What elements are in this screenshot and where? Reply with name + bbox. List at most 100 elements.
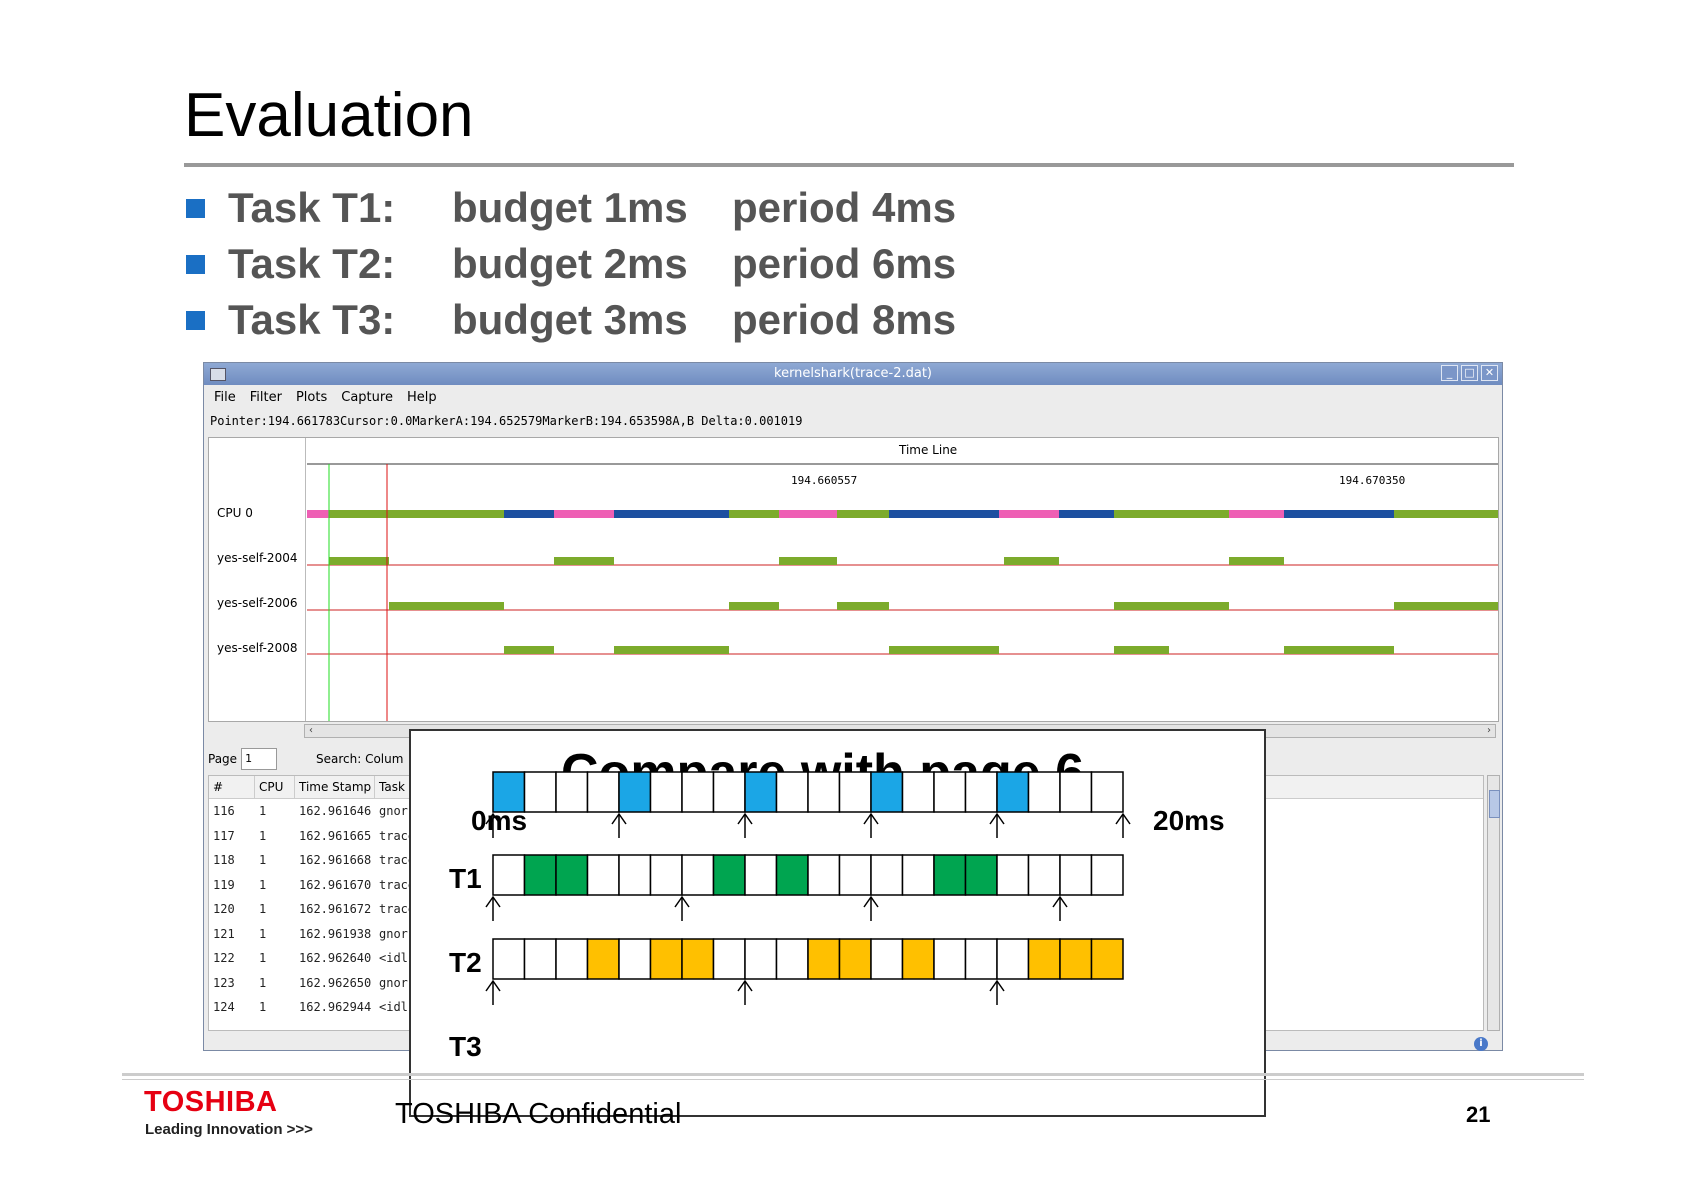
task-run-bar	[614, 646, 729, 654]
plot-row-label: CPU 0	[217, 506, 253, 520]
maximize-icon[interactable]: □	[1461, 365, 1478, 381]
schedule-cell	[933, 938, 967, 980]
table-row[interactable]: 124 1 162.962944 <idl	[209, 995, 1483, 1020]
schedule-cell	[964, 771, 998, 813]
cpu-trace-segment	[329, 510, 389, 518]
schedule-cell	[744, 938, 778, 980]
cpu-trace-segment	[1114, 510, 1229, 518]
schedule-cell	[586, 854, 620, 896]
schedule-cell	[1059, 771, 1093, 813]
scroll-right-icon[interactable]: ›	[1487, 725, 1491, 736]
schedule-cell	[901, 854, 935, 896]
table-cell: gnor	[379, 975, 408, 990]
table-row[interactable]: 121 1 162.961938 gnor	[209, 922, 1483, 947]
confidential-label: TOSHIBA Confidential	[395, 1098, 682, 1130]
task-run-bar	[1004, 557, 1059, 565]
trace-graph[interactable]: Time Line 194.660557 194.670350	[209, 438, 1498, 721]
schedule-cell	[681, 938, 715, 980]
release-arrowhead-icon	[1052, 895, 1068, 908]
bullet-square-icon	[186, 198, 205, 218]
column-header[interactable]: #	[209, 776, 255, 798]
delta-value: 0.001019	[744, 414, 803, 428]
schedule-cell	[1090, 771, 1124, 813]
table-row[interactable]: 120 1 162.961672 trace	[209, 897, 1483, 922]
schedule-cell	[1027, 854, 1061, 896]
schedule-cell	[712, 854, 746, 896]
table-cell: trace	[379, 877, 416, 892]
schedule-cell	[555, 938, 589, 980]
table-row[interactable]: 117 1 162.961665 trace	[209, 824, 1483, 849]
table-cell: 1	[259, 804, 267, 819]
menu-filter[interactable]: Filter	[249, 390, 282, 405]
table-cell: gnor	[379, 926, 408, 941]
minimize-icon[interactable]: _	[1441, 365, 1458, 381]
menu-file[interactable]: File	[214, 390, 236, 405]
menu-help[interactable]: Help	[406, 390, 437, 405]
footer-divider	[122, 1079, 1584, 1080]
schedule-cell	[807, 938, 841, 980]
bullet-task: Task T1:	[228, 184, 396, 231]
menu-plots[interactable]: Plots	[295, 390, 328, 405]
table-cell: 162.961668	[299, 853, 372, 868]
info-icon[interactable]: i	[1474, 1037, 1488, 1051]
schedule-cell	[933, 854, 967, 896]
schedule-cell	[744, 854, 778, 896]
table-cell: 162.962944	[299, 1000, 372, 1015]
schedule-cell	[838, 854, 872, 896]
marker-a-value: 194.652579	[470, 414, 543, 428]
table-row[interactable]: 119 1 162.961670 trace	[209, 873, 1483, 898]
bullet-budget: budget 3ms	[452, 296, 688, 343]
cpu-trace-segment	[614, 510, 729, 518]
plot-label-column: CPU 0 yes-self-2004 yes-self-2006 yes-se…	[209, 438, 306, 721]
table-cell: 123	[213, 975, 235, 990]
page-spinbox[interactable]: 1	[241, 748, 278, 770]
schedule-cell	[807, 771, 841, 813]
task-label: T2	[449, 947, 482, 978]
schedule-cell	[870, 854, 904, 896]
schedule-cell	[933, 771, 967, 813]
task-label: T1	[449, 863, 482, 894]
vertical-scrollbar[interactable]	[1487, 775, 1500, 1031]
page-selector: Page 1	[208, 748, 278, 770]
close-icon[interactable]: ✕	[1481, 365, 1498, 381]
release-arrowhead-icon	[989, 812, 1005, 825]
release-arrowhead-icon	[863, 895, 879, 908]
cpu-trace-segment	[729, 510, 779, 518]
release-arrowhead-icon	[485, 812, 501, 825]
table-row[interactable]: 116 1 162.961646 gnor	[209, 799, 1483, 824]
marker-a-label: MarkerA:	[412, 414, 471, 428]
menu-capture[interactable]: Capture	[341, 390, 393, 405]
release-arrowhead-icon	[863, 812, 879, 825]
trace-plot-area[interactable]: CPU 0 yes-self-2004 yes-self-2006 yes-se…	[208, 437, 1499, 722]
table-cell: <idl	[379, 951, 408, 966]
bullet-budget: budget 1ms	[452, 184, 688, 231]
table-cell: 162.961670	[299, 877, 372, 892]
table-row[interactable]: 123 1 162.962650 gnor	[209, 971, 1483, 996]
tagline: Leading Innovation >>>	[145, 1121, 313, 1138]
slide-title: Evaluation	[184, 81, 474, 150]
scroll-thumb[interactable]	[1489, 790, 1500, 818]
release-arrowhead-icon	[485, 895, 501, 908]
toshiba-logo: TOSHIBA	[144, 1086, 278, 1118]
schedule-cell	[492, 854, 526, 896]
schedule-cell	[618, 854, 652, 896]
schedule-cell	[775, 854, 809, 896]
table-cell: 162.961665	[299, 828, 372, 843]
table-row[interactable]: 122 1 162.962640 <idl	[209, 946, 1483, 971]
column-header[interactable]: Time Stamp	[295, 776, 375, 798]
app-icon[interactable]	[210, 368, 226, 381]
scroll-left-icon[interactable]: ‹	[309, 725, 313, 736]
table-cell: 162.962640	[299, 951, 372, 966]
bullet-item: Task T2: budget 2ms period 6ms	[186, 236, 956, 292]
window-titlebar[interactable]: kernelshark(trace-2.dat) _ □ ✕	[204, 363, 1502, 385]
table-cell: 124	[213, 1000, 235, 1015]
column-header[interactable]: CPU	[255, 776, 295, 798]
menu-bar: File Filter Plots Capture Help	[204, 385, 1502, 410]
schedule-cell	[807, 854, 841, 896]
table-row[interactable]: 118 1 162.961668 trace	[209, 848, 1483, 873]
bullet-period: period 4ms	[732, 184, 957, 231]
task-run-bar	[1114, 646, 1169, 654]
schedule-cell	[492, 771, 526, 813]
pointer-label: Pointer:	[210, 414, 268, 428]
task-run-bar	[889, 646, 999, 654]
